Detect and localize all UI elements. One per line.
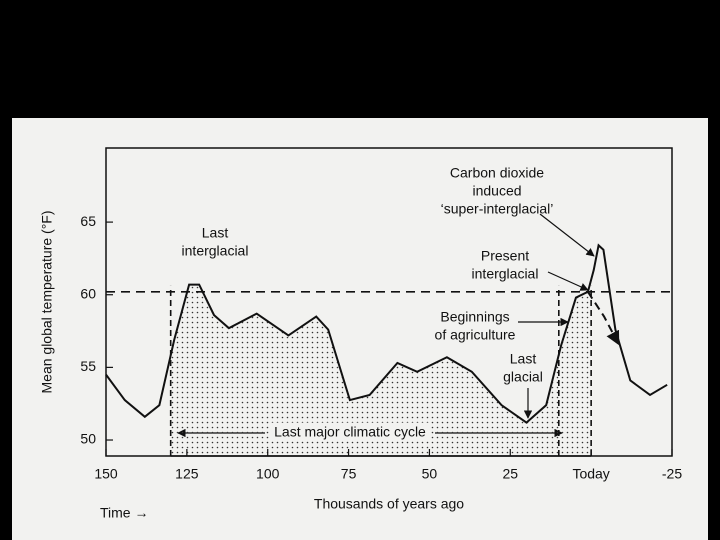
shaded-area [170, 279, 592, 456]
annotation: Carbon dioxide [450, 165, 544, 181]
annotation: interglacial [182, 243, 249, 259]
x-tick-label: 75 [341, 466, 357, 482]
annotation: induced [472, 183, 521, 199]
x-tick-label: 100 [256, 466, 280, 482]
panel [12, 118, 708, 540]
y-tick-label: 55 [80, 358, 96, 374]
y-tick-label: 65 [80, 213, 96, 229]
annotation: interglacial [472, 266, 539, 282]
x-tick-label: -25 [662, 466, 682, 482]
annotation: Last [202, 225, 229, 241]
x-tick-label: Today [572, 466, 609, 482]
y-axis-label: Mean global temperature (°F) [39, 210, 55, 393]
y-tick-label: 50 [80, 431, 96, 447]
annotation: ‘super-interglacial’ [441, 201, 554, 217]
projection-line [587, 291, 620, 346]
time-label: Time → [100, 505, 148, 521]
annotation: Beginnings [440, 309, 509, 325]
annotation-bg [270, 422, 431, 441]
annotation: Last major climatic cycle [274, 424, 426, 440]
temperature-line [105, 243, 668, 424]
y-tick-label: 60 [80, 285, 96, 301]
x-axis-label: Thousands of years ago [314, 496, 464, 512]
x-tick-label: 25 [502, 466, 518, 482]
annotation: Present [481, 248, 529, 264]
annotation: of agriculture [435, 327, 516, 343]
x-tick-label: 125 [175, 466, 199, 482]
annotation: glacial [503, 369, 543, 385]
x-tick-label: 150 [94, 466, 118, 482]
annotation: Last [510, 351, 537, 367]
x-tick-label: 50 [422, 466, 438, 482]
